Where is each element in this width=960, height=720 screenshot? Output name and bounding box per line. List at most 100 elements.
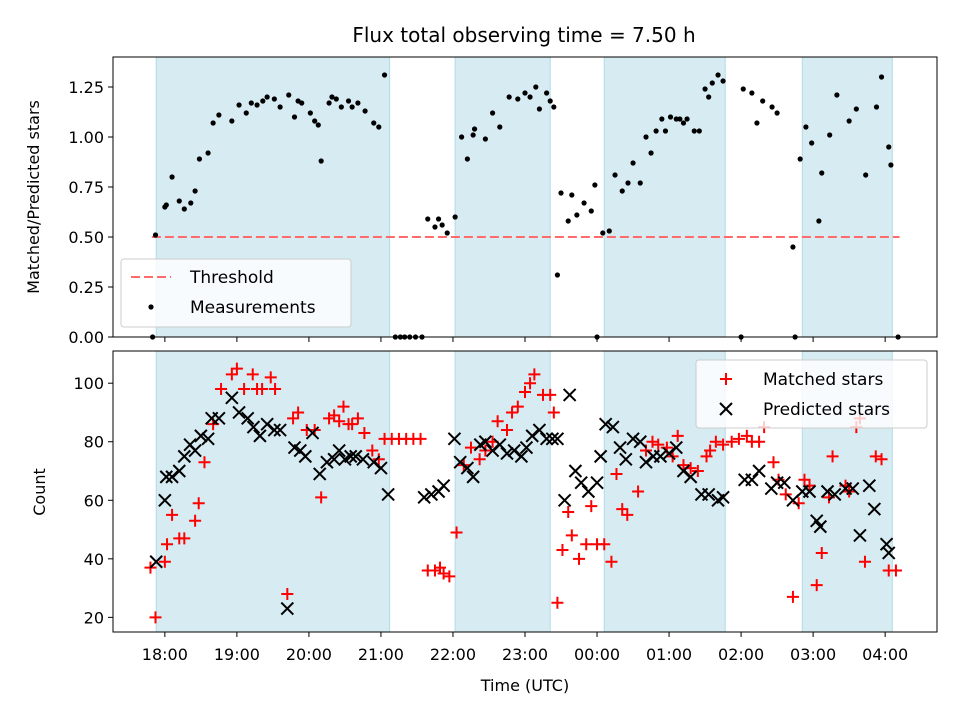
predicted-stars-point: [777, 476, 792, 490]
measurements-point: [600, 230, 606, 236]
matched-stars-point: [573, 552, 586, 565]
measurements-point: [307, 110, 313, 116]
predicted-stars-point: [882, 546, 896, 560]
predicted-stars-point: [683, 470, 698, 484]
measurements-point: [706, 94, 712, 100]
predicted-stars-point: [514, 449, 529, 464]
measurements-point: [345, 98, 352, 104]
matched-stars-point: [598, 538, 611, 551]
measurements-point: [452, 214, 458, 220]
predicted-stars-point: [802, 484, 817, 499]
measurements-point: [286, 92, 292, 98]
measurements-point: [205, 150, 211, 156]
matched-stars-point: [437, 567, 450, 580]
y-tick-label: 20: [84, 608, 104, 627]
matched-stars-point: [511, 400, 524, 413]
shaded-interval-3: [801, 56, 893, 338]
measurements-point: [558, 190, 564, 196]
measurements-point: [315, 122, 321, 128]
measurements-point: [612, 172, 618, 178]
shaded-interval-1: [454, 56, 551, 338]
y-tick-label: 1.25: [68, 78, 104, 97]
predicted-stars-point: [159, 470, 174, 484]
matched-stars-point: [346, 418, 359, 431]
measurements-point: [181, 206, 187, 212]
measurements-point: [482, 136, 488, 142]
measurements-point: [565, 218, 571, 224]
measurements-point: [254, 102, 260, 108]
predicted-stars-point: [613, 440, 627, 455]
measurements-point: [432, 224, 438, 230]
predicted-stars-point: [500, 446, 514, 461]
matched-stars-point: [473, 453, 486, 466]
measurements-point: [192, 188, 198, 194]
matched-stars-point: [565, 529, 578, 542]
matched-stars-point: [585, 500, 598, 513]
measurements-point: [371, 120, 377, 126]
matched-stars-point: [547, 406, 560, 419]
measurements-point: [291, 114, 298, 120]
x-axis-label: Time (UTC): [480, 676, 569, 695]
measurements-point: [809, 140, 815, 146]
x-tick-label: 01:00: [646, 645, 692, 664]
measurements-point: [709, 80, 715, 86]
predicted-stars-point: [149, 555, 163, 569]
y-tick-label: 1.00: [68, 128, 104, 147]
predicted-stars-point: [557, 493, 572, 507]
matched-stars-point: [464, 441, 477, 454]
measurements-point: [853, 106, 859, 112]
matched-stars-point: [149, 611, 162, 624]
measurements-point: [637, 180, 643, 186]
matched-stars-point: [292, 406, 305, 419]
matched-stars-point: [500, 424, 513, 437]
matched-stars-point: [238, 383, 251, 396]
measurements-point: [886, 144, 892, 150]
matched-stars-point: [875, 453, 888, 466]
top-panel: 0.00 0.25 0.50 0.75 1.00 1.25 Matched/Predict…: [24, 56, 938, 347]
predicted-stars-point: [745, 473, 759, 487]
measurements-point: [163, 202, 169, 208]
matched-stars-point: [269, 383, 282, 396]
predicted-stars-point: [225, 391, 239, 405]
measurements-point: [588, 208, 594, 214]
matched-stars-point: [605, 555, 618, 568]
predicted-stars-point: [562, 388, 577, 402]
measurements-point: [547, 98, 553, 104]
matched-stars-point: [646, 435, 659, 448]
shaded-intervals-top: [155, 56, 893, 338]
matched-stars-point: [287, 412, 300, 425]
measurements-point: [760, 98, 766, 104]
measurements-point: [376, 124, 382, 130]
measurements-point: [243, 110, 249, 116]
measurements-point: [506, 94, 512, 100]
y-tick-label: 40: [84, 550, 104, 569]
predicted-stars-point: [349, 449, 363, 464]
predicted-stars-point: [332, 443, 346, 458]
measurements-point: [659, 116, 665, 122]
y-tick-label: 0.50: [68, 228, 104, 247]
matched-stars-point: [786, 590, 799, 603]
measurements-point: [677, 116, 683, 122]
measurements-point: [470, 132, 476, 138]
predicted-stars-point: [619, 452, 633, 467]
matched-stars-point: [491, 415, 504, 428]
measurements-point: [444, 230, 450, 236]
measurements-point: [169, 174, 175, 180]
matched-stars-point: [551, 596, 564, 609]
matched-stars-point: [725, 435, 738, 448]
x-tick-label: 18:00: [142, 645, 188, 664]
measurements-point: [834, 92, 840, 98]
top-legend: Threshold Measurements: [120, 258, 352, 328]
measurements-point: [551, 104, 557, 110]
measurements-point: [355, 100, 361, 106]
matched-stars-point: [524, 377, 537, 390]
x-tick-label: 22:00: [430, 645, 476, 664]
matched-stars-point: [372, 453, 385, 466]
predicted-stars-point: [320, 455, 334, 469]
predicted-stars-point: [820, 484, 835, 499]
predicted-stars-point: [436, 478, 451, 493]
predicted-stars-point: [240, 411, 255, 426]
predicted-stars-point: [574, 476, 588, 490]
measurements-point: [196, 156, 203, 162]
matched-stars-point: [192, 497, 205, 510]
